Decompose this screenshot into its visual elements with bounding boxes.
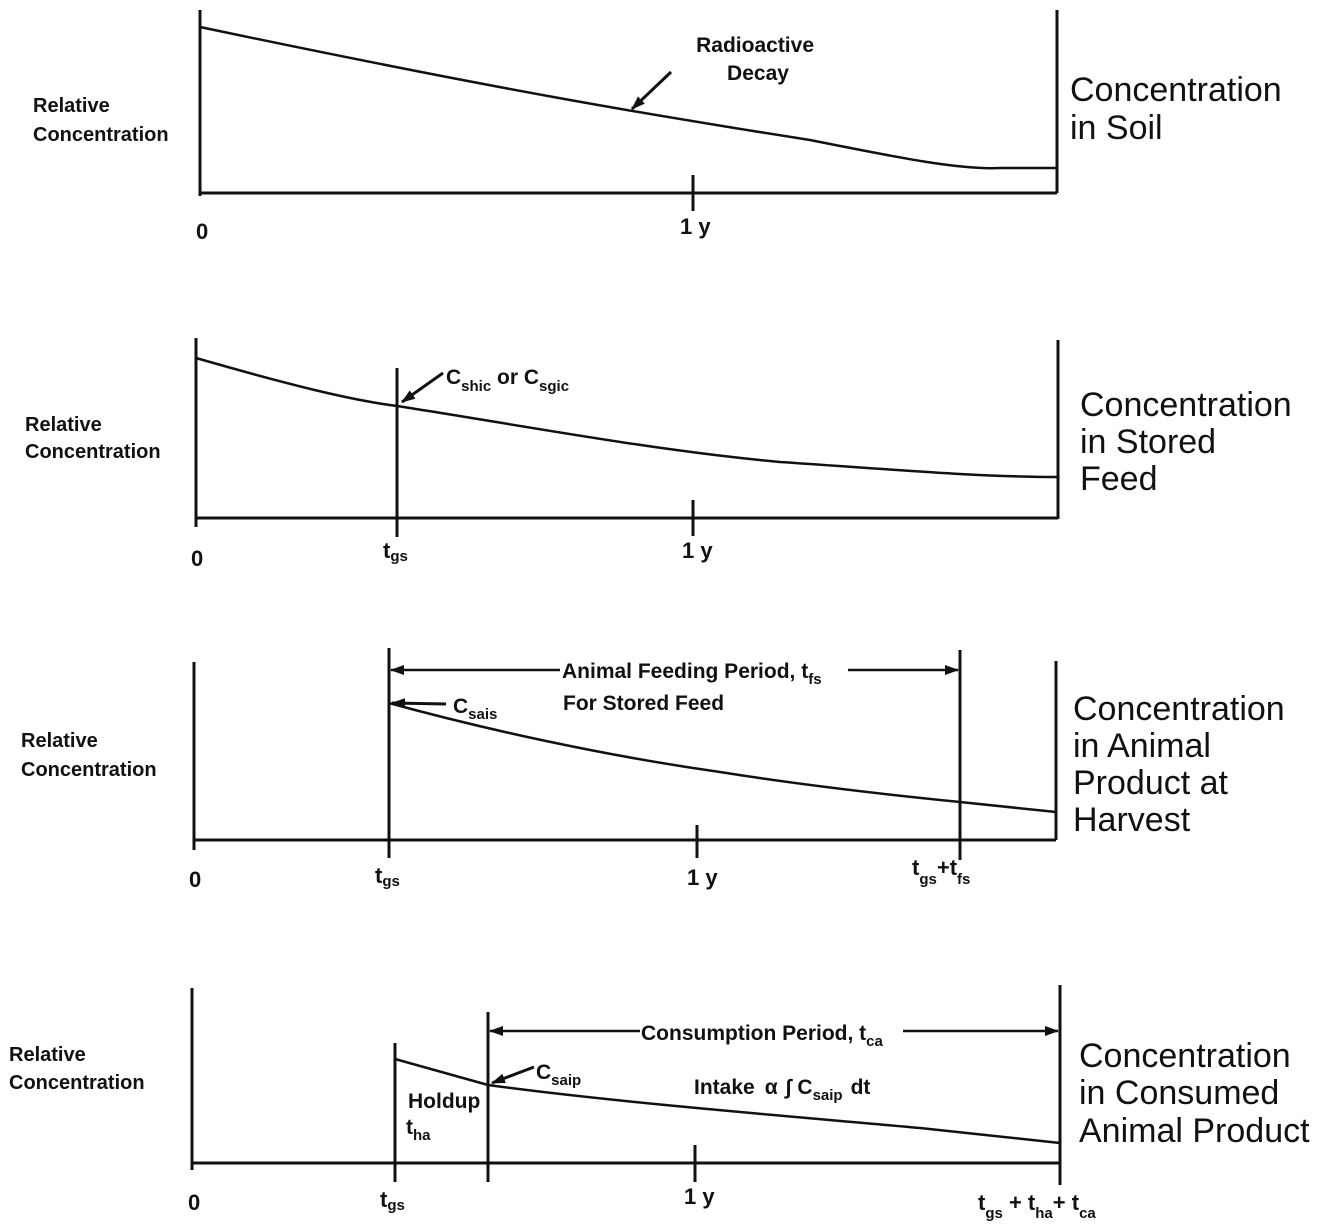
tick-label-one-year: 1 y	[687, 865, 718, 890]
panel-title: Concentration in Soil	[1070, 71, 1291, 147]
harvest-arrow	[401, 371, 444, 404]
y-axis-label: Relative Concentration	[33, 95, 169, 146]
tick-label-zero: 0	[191, 546, 203, 571]
tick-label-tgs: tgs	[380, 1187, 405, 1214]
y-axis-label: Relative Concentration	[21, 730, 157, 781]
panel-animal-product-harvest: Relative Concentration Animal Feeding Pe…	[21, 648, 1294, 892]
panel-soil: Relative Concentration Radioactive Decay…	[33, 10, 1291, 244]
feeding-period-label: Animal Feeding Period, tfs	[562, 660, 822, 688]
y-axis-label: Relative Concentration	[9, 1044, 145, 1094]
tick-label-zero: 0	[189, 867, 201, 892]
intake-label: Intake α ∫ Csaip dt	[694, 1076, 870, 1104]
tick-label-tgs: tgs	[383, 538, 408, 565]
tick-label-zero: 0	[188, 1190, 200, 1215]
consumption-period-label: Consumption Period, tca	[641, 1022, 883, 1050]
panel-stored-feed: Relative Concentration Cshic or Csgic Co…	[25, 338, 1301, 571]
panel-consumed-animal-product: Relative Concentration Consumption Perio…	[9, 985, 1310, 1222]
panel-title: Concentration in Animal Product at Harve…	[1073, 690, 1294, 839]
decay-annotation: Radioactive Decay	[696, 34, 820, 85]
decay-curve	[394, 1057, 1061, 1145]
decay-arrow	[630, 70, 673, 111]
harvest-concentration-label: Cshic or Csgic	[446, 366, 569, 395]
tick-label-feeding-end: tgs+tfs	[912, 855, 970, 888]
sais-arrow	[391, 698, 447, 709]
holdup-time-label: tha	[406, 1116, 431, 1144]
tick-label-one-year: 1 y	[680, 214, 711, 239]
y-axis-label: Relative Concentration	[25, 414, 161, 463]
saip-label: Csaip	[536, 1061, 581, 1089]
panel-title: Concentration in Stored Feed	[1080, 386, 1301, 498]
tick-label-one-year: 1 y	[682, 538, 713, 563]
tick-label-zero: 0	[196, 219, 208, 244]
saip-arrow	[491, 1065, 535, 1085]
tick-label-tgs: tgs	[375, 863, 400, 890]
decay-curve	[199, 25, 1057, 170]
decay-curve	[195, 356, 1059, 479]
tick-label-one-year: 1 y	[684, 1184, 715, 1209]
tick-label-consumption-end: tgs + tha+ tca	[978, 1190, 1096, 1222]
holdup-label: Holdup	[408, 1090, 480, 1113]
feeding-period-sublabel: For Stored Feed	[563, 692, 724, 715]
sais-label: Csais	[453, 695, 497, 723]
decay-curve	[388, 701, 1057, 814]
panel-title: Concentration in Consumed Animal Product	[1079, 1037, 1310, 1150]
